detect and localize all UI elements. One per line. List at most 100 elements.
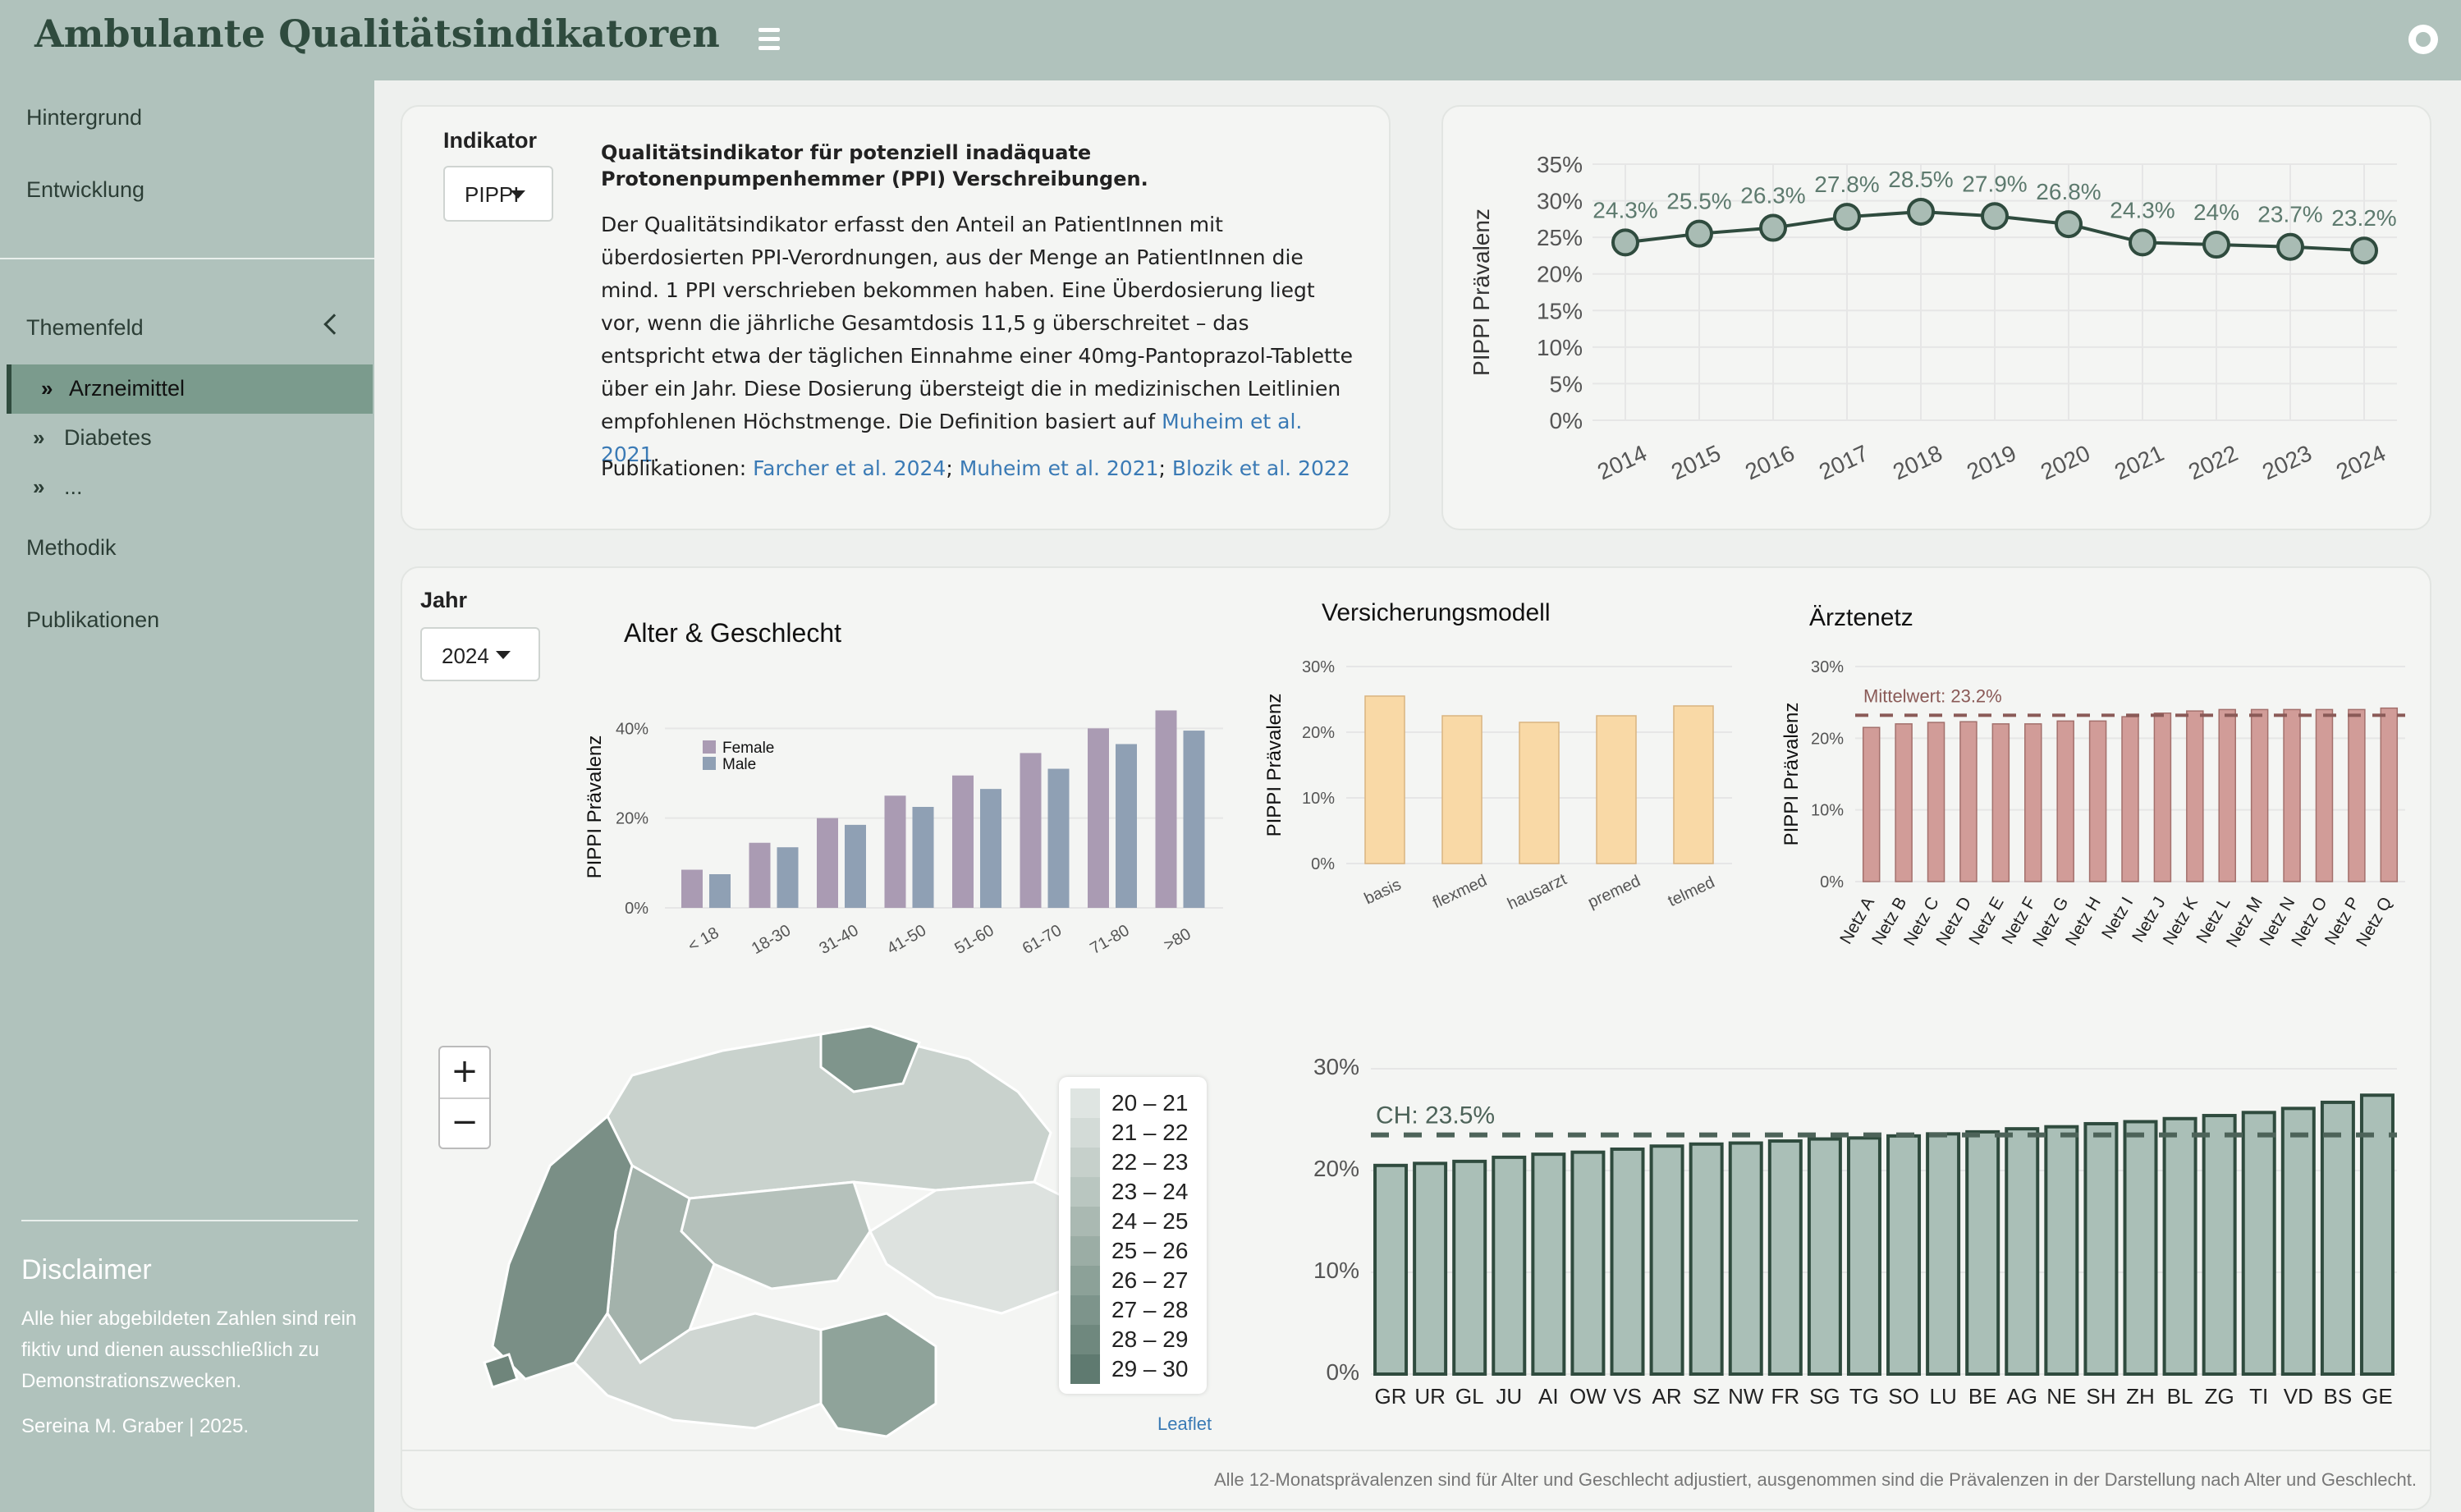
legend-label: Female [722,740,774,757]
legend-label: 28 – 29 [1111,1326,1189,1352]
y-tick-label: 30% [1313,1054,1359,1079]
map-region-east [868,1180,1067,1315]
data-label: 26.8% [2036,179,2101,204]
y-tick-label: 10% [1811,802,1844,820]
x-tick-label: 51-60 [951,921,997,958]
sidebar-subitem-label: Arzneimittel [69,376,186,401]
bar [2186,710,2204,882]
publication-link[interactable]: Muheim et al. 2021 [959,456,1159,480]
x-tick-label: 2016 [1741,440,1799,484]
x-tick-label: flexmed [1430,872,1490,913]
publication-link[interactable]: Blozik et al. 2022 [1171,456,1350,480]
y-tick-label: 0% [1550,408,1583,433]
x-tick-label: NW [1728,1384,1764,1409]
y-tick-label: 30% [1537,189,1583,214]
chart-title: Ärztenetz [1809,604,1913,631]
legend-label: 21 – 22 [1111,1120,1189,1145]
x-tick-label: 2014 [1593,440,1651,484]
data-label: 27.8% [1814,172,1879,197]
sidebar-subitem-more[interactable]: » ... [7,463,373,512]
sidebar-item-publikationen[interactable]: Publikationen [26,607,160,632]
x-tick-label: FR [1771,1384,1799,1409]
bar [2250,708,2269,882]
x-tick-label: ZH [2126,1384,2155,1409]
indicator-select[interactable]: PIPPI [443,166,553,222]
bar [1413,1161,1448,1376]
bar-male [912,807,934,908]
y-tick-label: 0% [625,900,648,918]
bar [2044,1125,2079,1377]
legend-label: 26 – 27 [1111,1267,1189,1293]
sidebar-item-themenfeld[interactable]: Themenfeld [26,315,144,340]
sidebar-subitem-label: Diabetes [64,425,152,450]
sidebar-subitem-label: ... [64,474,83,499]
legend-swatch [1070,1236,1100,1266]
data-label: 23.2% [2331,205,2396,231]
y-tick-label: 10% [1313,1258,1359,1283]
map-legend: 20 – 21 21 – 22 22 – 23 23 – 24 24 – 25 25 – … [1059,1077,1207,1394]
sidebar-divider [0,258,374,259]
x-tick-label: AI [1538,1384,1559,1409]
github-icon[interactable] [2408,25,2438,54]
legend-label: 20 – 21 [1111,1090,1189,1116]
bar [1519,722,1560,864]
leaflet-attribution-link[interactable]: Leaflet [1157,1413,1212,1434]
y-axis-label: PIPPI Prävalenz [584,735,606,879]
legend-label: 27 – 28 [1111,1297,1189,1322]
x-tick-label: 2019 [1963,440,2020,484]
sidebar-subitem-diabetes[interactable]: » Diabetes [7,414,373,463]
sidebar-item-hintergrund[interactable]: Hintergrund [26,105,143,130]
x-tick-label: 2018 [1889,440,1946,484]
legend-swatch [1070,1118,1100,1148]
switzerland-map[interactable] [476,1018,1067,1445]
bar-female [1020,753,1042,908]
legend-swatch [1070,1148,1100,1177]
zoom-out-button[interactable]: − [451,1103,479,1141]
sidebar-item-entwicklung[interactable]: Entwicklung [26,177,145,202]
caret-down-icon [496,651,511,659]
x-tick-label: NE [2046,1384,2076,1409]
bar [2088,720,2107,882]
legend-swatch [1070,1177,1100,1207]
x-tick-label: SG [1809,1384,1840,1409]
zoom-in-button[interactable]: + [451,1052,479,1090]
chevron-left-icon[interactable] [323,314,345,335]
map-region-ticino [819,1312,937,1438]
y-tick-label: 20% [1302,724,1335,742]
legend-row: 22 – 23 [1070,1148,1202,1177]
bar [1959,721,1978,882]
map-region-zuerich [819,1024,921,1093]
y-tick-label: 15% [1537,298,1583,323]
x-tick-label: premed [1585,872,1643,912]
bar [2056,720,2074,882]
bar-female [1155,710,1177,908]
sidebar-subitem-arzneimittel[interactable]: » Arzneimittel [7,364,373,414]
bar [1570,1150,1606,1377]
publications-label: Publikationen: [601,456,747,480]
data-label: 26.3% [1740,183,1805,208]
x-tick-label: SO [1888,1384,1919,1409]
data-point [2129,228,2156,257]
publication-link[interactable]: Farcher et al. 2024 [753,456,946,480]
x-tick-label: TG [1849,1384,1879,1409]
disclaimer-divider [21,1220,358,1221]
definition-link[interactable]: Muheim et al. 2021 [601,410,1303,466]
top-bar: Ambulante Qualitätsindikatoren [0,0,2461,80]
sidebar-item-methodik[interactable]: Methodik [26,535,117,560]
footnote: Alle 12-Monatsprävalenzen sind für Alter… [1213,1469,2417,1490]
bar [2202,1114,2237,1376]
bar [1649,1144,1684,1377]
double-chevron-right-icon: » [41,376,53,401]
year-select[interactable]: 2024 [420,627,540,681]
legend-row: 24 – 25 [1070,1207,1202,1236]
x-tick-label: SH [2086,1384,2115,1409]
menu-toggle-icon[interactable] [755,23,783,56]
chart-title: Versicherungsmodell [1322,599,1550,626]
x-tick-label: AR [1652,1384,1682,1409]
bar [1728,1141,1763,1377]
data-point [1833,203,1861,231]
indicator-card [401,105,1391,530]
bar-female [749,842,771,908]
data-label: 23.7% [2257,202,2322,227]
